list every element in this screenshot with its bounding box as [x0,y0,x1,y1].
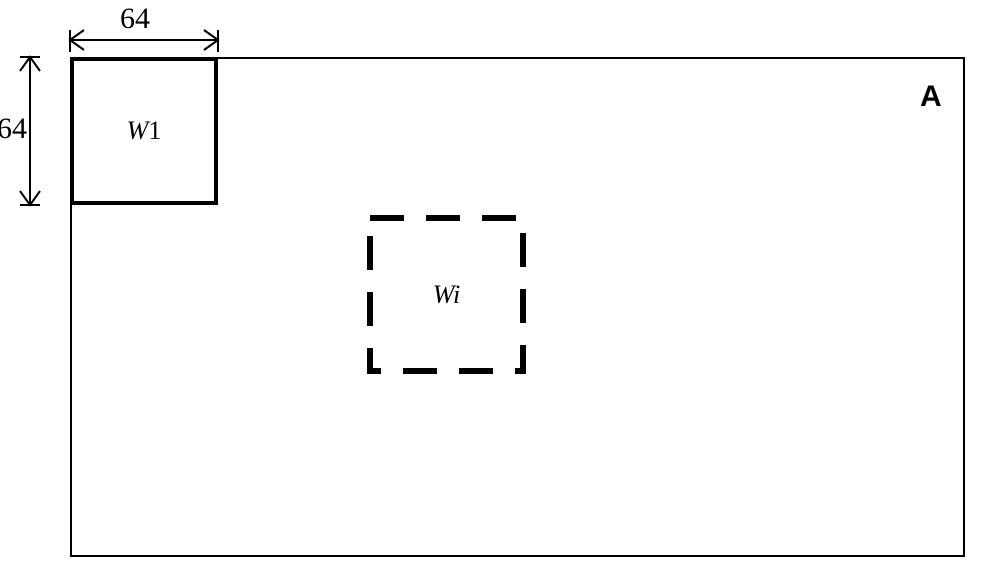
dim-top-label: 64 [120,2,150,36]
box-wi: Wi [370,218,523,371]
wi-prefix: W [433,280,453,309]
w1-prefix: W [127,116,149,145]
wi-suffix: i [453,280,460,309]
diagram-container: A W1 Wi 64 64 [0,0,1000,581]
dim-top-value: 64 [120,2,150,35]
w1-suffix: 1 [148,116,161,145]
label-a: A [920,80,942,114]
dim-left-value: 64 [0,112,27,145]
box-w1-label: W1 [127,116,162,146]
label-a-text: A [920,80,942,113]
box-wi-label: Wi [433,280,460,310]
dim-left-label: 64 [0,112,27,146]
box-w1: W1 [70,57,218,205]
